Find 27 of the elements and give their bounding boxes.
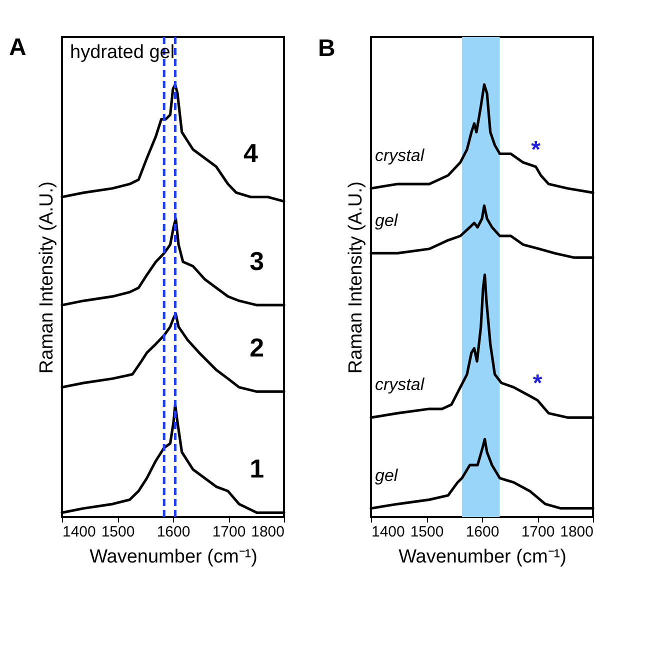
x-tick-label: 1600 — [156, 524, 190, 540]
x-tick-label: 1500 — [410, 524, 444, 540]
text: hydrated gel — [70, 42, 175, 63]
x-tick-label: 1700 — [212, 524, 246, 540]
series-label: crystal — [375, 375, 426, 394]
series-label: crystal — [375, 146, 426, 165]
annotation: * — [531, 136, 542, 164]
series-label: 3 — [250, 246, 264, 276]
x-tick-label: 1800 — [251, 524, 284, 540]
series-label: 4 — [243, 138, 258, 168]
y-axis-title: Raman Intensity (A.U.) — [36, 181, 58, 374]
x-tick-label: 1800 — [560, 524, 594, 540]
series-label: 1 — [250, 453, 264, 484]
x-axis-title: Wavenumber (cm⁻¹) — [398, 546, 566, 568]
annotation: * — [532, 370, 543, 398]
x-axis-title: Wavenumber (cm⁻¹) — [90, 546, 258, 568]
series-label: 2 — [250, 332, 264, 362]
x-tick-label: 1700 — [521, 524, 555, 540]
series-label: gel — [375, 210, 399, 230]
x-tick-label: 1400 — [372, 524, 405, 540]
x-tick-label: 1400 — [62, 524, 96, 540]
x-tick-label: 1500 — [101, 524, 135, 540]
chart-title: A — [9, 34, 26, 61]
y-axis-title: Raman Intensity (A.U.) — [346, 181, 366, 374]
series-label: gel — [375, 466, 399, 485]
x-tick-label: 1600 — [466, 524, 500, 540]
chart-title: B — [318, 35, 336, 62]
